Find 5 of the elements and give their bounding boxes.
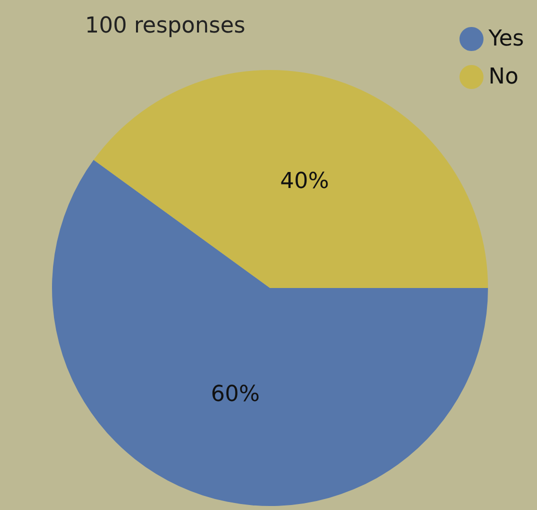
data-label: 40% — [280, 168, 330, 194]
legend-label: Yes — [487, 26, 524, 52]
legend-label: No — [488, 64, 518, 90]
data-label: 60% — [210, 382, 260, 408]
chart-title: 100 responses — [85, 14, 246, 38]
